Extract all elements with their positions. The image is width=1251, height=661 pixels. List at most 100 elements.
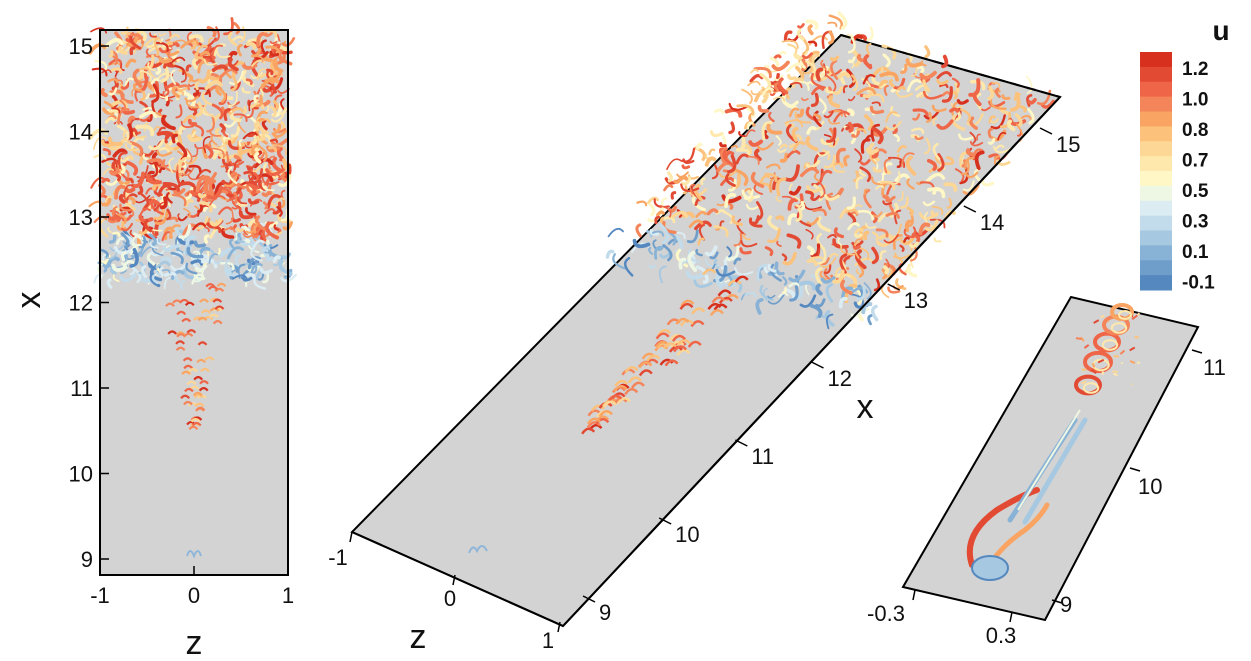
vortex-tube (877, 172, 885, 184)
vortex-tube (762, 287, 768, 302)
vortex-tube (271, 129, 288, 138)
vortex-tube (827, 252, 839, 260)
vortex-tube (636, 200, 648, 207)
vortex-tube (161, 131, 170, 139)
vortex-tube (782, 286, 787, 294)
perspective-zlabel: z (410, 618, 427, 656)
colorbar-title: u (1212, 15, 1229, 46)
vortex-tube (250, 248, 263, 262)
vortex-tube (969, 116, 978, 130)
vortex-tube (129, 247, 139, 268)
vortex-tube (171, 86, 181, 99)
vortex-tube (162, 244, 175, 252)
vortex-tube (782, 251, 797, 266)
vortex-tube (180, 69, 187, 83)
vortex-tube (246, 175, 251, 185)
vortex-tube (150, 78, 160, 85)
vortex-ring (196, 358, 207, 364)
vortex-tube (93, 273, 104, 284)
vortex-tube (153, 208, 166, 221)
vortex-tube (847, 121, 854, 133)
vortex-tube (715, 268, 736, 277)
vortex-tube (812, 208, 827, 217)
vortex-tube (733, 232, 743, 247)
vortex-tube (204, 226, 210, 233)
vortex-tube (656, 210, 665, 217)
colorbar-swatch (1140, 111, 1172, 127)
vortex-tube (819, 256, 837, 268)
vortex-tube (145, 48, 153, 58)
vortex-tube (816, 233, 825, 250)
vortex-tube (705, 258, 720, 267)
vortex-tube (794, 111, 812, 124)
vortex-tube (681, 164, 691, 170)
vortex-tube (946, 197, 953, 209)
vortex-tube (176, 86, 188, 92)
vortex-tube (651, 230, 665, 237)
vortex-tube (197, 203, 204, 214)
vortex-tube (704, 245, 718, 257)
vortex-tube (158, 167, 166, 174)
vortex-tube (680, 183, 700, 193)
vortex-tube (687, 174, 699, 180)
vortex-tube (723, 211, 734, 224)
vortex-tube (250, 71, 264, 79)
perspective-ztick-mark (557, 621, 561, 633)
vortex-tube (832, 238, 849, 249)
vortex-tube (1091, 362, 1096, 368)
vortex-tube (1006, 119, 1016, 132)
vortex-tube (171, 193, 187, 207)
vortex-tube (896, 160, 902, 169)
vortex-tube (140, 265, 148, 278)
vortex-tube (906, 79, 922, 93)
vortex-tube (1097, 358, 1105, 364)
vortex-tube (199, 201, 213, 213)
vortex-tube (206, 69, 220, 82)
vortex-tube (878, 79, 888, 90)
colorbar-tick-label: 1.0 (1182, 90, 1208, 111)
vortex-tube (193, 250, 201, 256)
vortex-tube (177, 90, 184, 96)
vortex-tube (125, 58, 137, 68)
top-view-ytick-label: 14 (69, 120, 93, 145)
vortex-tube (734, 168, 749, 186)
vortex-tube (251, 97, 262, 111)
vortex-tube (261, 189, 272, 197)
vortex-tube (149, 241, 159, 249)
vortex-tube (202, 55, 213, 63)
vortex-tube (830, 59, 839, 80)
vortex-tube (1075, 337, 1082, 341)
vortex-tube (893, 133, 901, 142)
vortex-tube (183, 207, 191, 218)
vortex-tube (807, 24, 814, 36)
vortex-tube (253, 172, 260, 182)
vortex-tube (856, 285, 866, 301)
vortex-tube (260, 39, 267, 55)
vortex-tube (747, 189, 754, 203)
vortex-tube (900, 63, 908, 74)
vortex-tube (121, 259, 135, 272)
vortex-tube (806, 217, 819, 226)
vortex-tube (819, 270, 828, 281)
vortex-tube (192, 147, 199, 158)
vortex-tube (158, 147, 171, 154)
vortex-tube (658, 265, 667, 284)
vortex-tube (856, 53, 864, 63)
vortex-tube (795, 207, 803, 222)
vortex-tube (276, 197, 285, 204)
vortex-tube (792, 140, 806, 151)
vortex-ring (668, 345, 683, 353)
vortex-tube (962, 180, 975, 192)
vortex-ring (189, 385, 200, 390)
vortex-tube (796, 108, 805, 118)
vortex-tube (213, 260, 222, 265)
vortex-tube (733, 257, 742, 265)
vortex-tube (204, 144, 214, 159)
vortex-ring (176, 333, 187, 338)
vortex-ring (624, 388, 639, 396)
vortex-tube (994, 87, 1001, 98)
vortex-tube (648, 202, 656, 217)
vortex-tube (231, 195, 242, 211)
vortex-tube (276, 206, 283, 217)
colorbar-swatch (1140, 52, 1172, 68)
